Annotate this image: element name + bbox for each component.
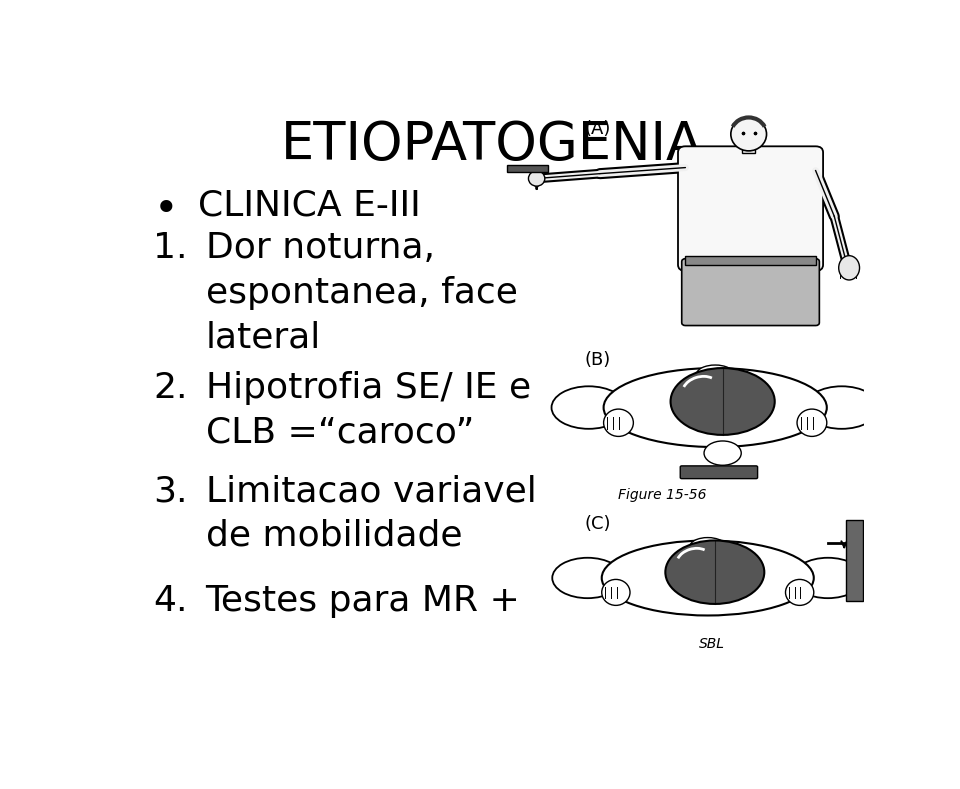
Bar xyxy=(742,140,756,153)
Ellipse shape xyxy=(604,409,634,436)
Ellipse shape xyxy=(665,540,764,604)
Text: (B): (B) xyxy=(585,351,612,369)
Text: Dor noturna,: Dor noturna, xyxy=(205,231,435,265)
Ellipse shape xyxy=(793,558,863,598)
Text: Testes para MR +: Testes para MR + xyxy=(205,584,520,618)
Text: (C): (C) xyxy=(585,515,612,533)
Ellipse shape xyxy=(528,171,545,186)
FancyBboxPatch shape xyxy=(678,146,823,271)
Bar xyxy=(846,520,863,601)
Text: CLINICA E-III: CLINICA E-III xyxy=(198,189,420,222)
Text: Hipotrofia SE/ IE e: Hipotrofia SE/ IE e xyxy=(205,371,531,405)
Ellipse shape xyxy=(604,368,827,447)
Ellipse shape xyxy=(602,579,630,605)
Text: Figure 15-56: Figure 15-56 xyxy=(618,488,707,502)
Text: ETIOPATOGENIA: ETIOPATOGENIA xyxy=(281,119,703,171)
FancyBboxPatch shape xyxy=(682,259,820,326)
Ellipse shape xyxy=(690,537,726,555)
Bar xyxy=(507,165,548,173)
Text: 2.: 2. xyxy=(154,371,188,405)
Bar xyxy=(685,256,816,265)
Text: SBL: SBL xyxy=(699,637,725,651)
Ellipse shape xyxy=(670,368,775,435)
Ellipse shape xyxy=(785,579,814,605)
Ellipse shape xyxy=(602,540,814,615)
Text: •: • xyxy=(154,189,179,231)
Text: de mobilidade: de mobilidade xyxy=(205,518,462,553)
Ellipse shape xyxy=(704,441,741,466)
Ellipse shape xyxy=(804,387,879,429)
Text: Limitacao variavel: Limitacao variavel xyxy=(205,474,537,508)
Text: (A): (A) xyxy=(585,120,612,138)
Ellipse shape xyxy=(731,118,766,151)
Text: lateral: lateral xyxy=(205,320,321,354)
Text: 4.: 4. xyxy=(154,584,188,618)
Ellipse shape xyxy=(839,256,859,280)
Text: 1.: 1. xyxy=(154,231,188,265)
Ellipse shape xyxy=(551,387,626,429)
Ellipse shape xyxy=(552,558,623,598)
Text: espontanea, face: espontanea, face xyxy=(205,275,517,310)
FancyBboxPatch shape xyxy=(681,466,757,479)
Text: CLB =“caroco”: CLB =“caroco” xyxy=(205,416,474,450)
Text: 3.: 3. xyxy=(154,474,188,508)
Ellipse shape xyxy=(797,409,827,436)
Ellipse shape xyxy=(697,365,733,383)
